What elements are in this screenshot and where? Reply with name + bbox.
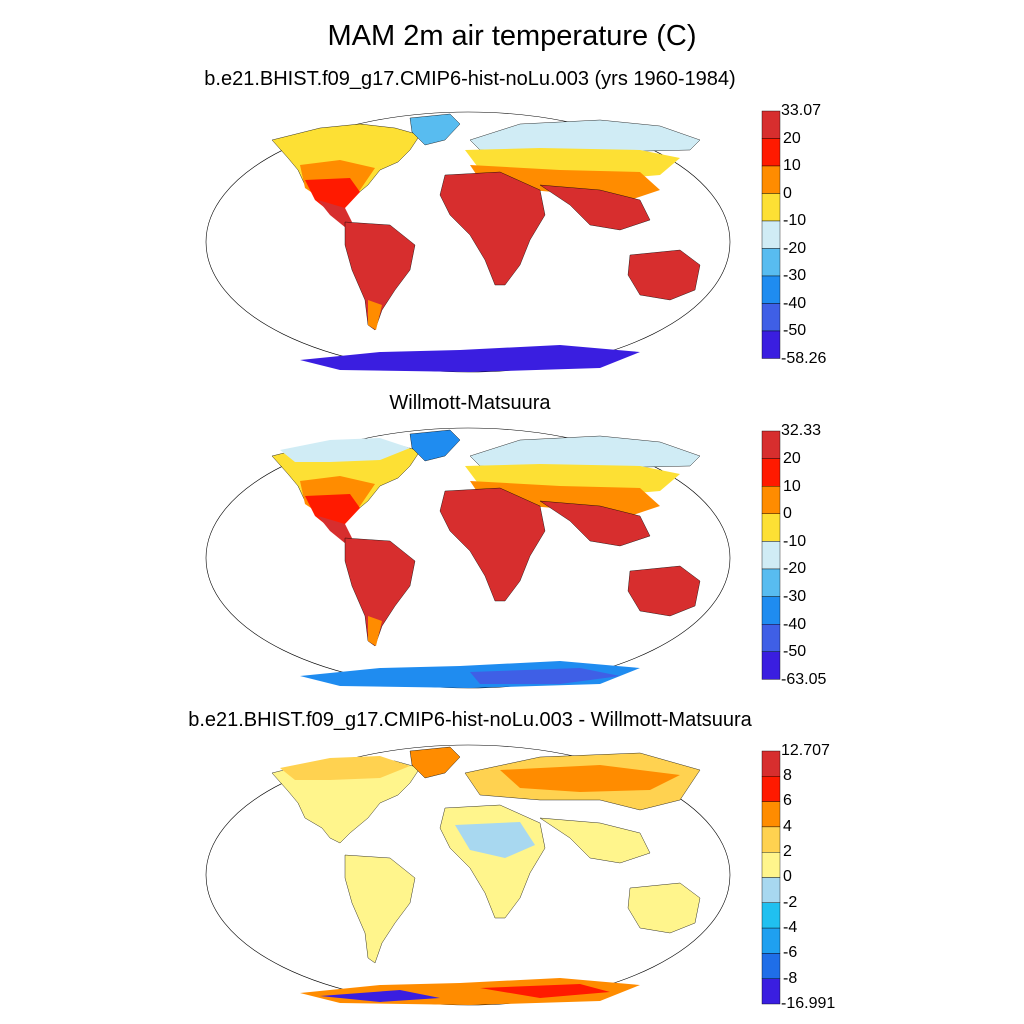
antarctica-warm <box>480 984 610 998</box>
cb2-label: 20 <box>783 450 801 467</box>
australia <box>627 249 701 301</box>
antarctica-interior <box>470 668 620 684</box>
asia-south <box>539 184 651 231</box>
cb1-label: 0 <box>783 185 792 202</box>
cb2-label: -30 <box>783 588 807 605</box>
cb1-label: -10 <box>783 212 807 229</box>
cb2-label: -20 <box>783 560 807 577</box>
canada-north <box>280 756 410 780</box>
south-america <box>344 221 416 331</box>
cb1-label: -20 <box>783 240 807 257</box>
cb3-label: -16.991 <box>781 995 836 1012</box>
cb1-label: 20 <box>783 130 801 147</box>
antarctica <box>300 345 640 372</box>
patagonia <box>368 616 382 646</box>
colorbar-1 <box>761 110 781 359</box>
cb3-label: 4 <box>783 818 792 835</box>
eurasia-south <box>470 165 660 200</box>
greenland <box>409 113 461 146</box>
cb3-label: -6 <box>783 944 798 961</box>
panel-3-map <box>205 744 731 1006</box>
panel-1-title: b.e21.BHIST.f09_g17.CMIP6-hist-noLu.003 … <box>204 68 736 90</box>
cb3-label: -2 <box>783 894 798 911</box>
patagonia <box>368 300 382 330</box>
cb1-label: 10 <box>783 157 801 174</box>
panel-3-title: b.e21.BHIST.f09_g17.CMIP6-hist-noLu.003 … <box>188 709 752 731</box>
cb2-label: 32.33 <box>781 422 822 439</box>
australia <box>627 565 701 617</box>
greenland <box>409 746 461 779</box>
cb3-label: 2 <box>783 843 792 860</box>
cb1-label: -30 <box>783 267 807 284</box>
sahara-cool <box>455 822 535 858</box>
usa-south <box>305 494 360 528</box>
cb3-label: -4 <box>783 919 798 936</box>
canada-north <box>280 438 410 462</box>
main-title: MAM 2m air temperature (C) <box>327 20 697 52</box>
asia-south <box>539 500 651 547</box>
cb2-label: -50 <box>783 643 807 660</box>
cb3-label: 8 <box>783 767 792 784</box>
south-america <box>344 854 416 964</box>
eurasia-south <box>470 481 660 516</box>
cb2-label: 10 <box>783 478 801 495</box>
antarctica-cool <box>320 990 440 1002</box>
south-america <box>344 537 416 647</box>
cb1-label: -58.26 <box>781 350 827 367</box>
central-america <box>318 516 352 544</box>
panel-1-map <box>205 111 731 373</box>
cb2-label: -40 <box>783 616 807 633</box>
cb3-label: 0 <box>783 868 792 885</box>
central-america <box>318 200 352 228</box>
cb1-label: -40 <box>783 295 807 312</box>
cb3-label: 6 <box>783 792 792 809</box>
cb3-label: -8 <box>783 970 798 987</box>
eurasia-warm <box>500 765 680 792</box>
cb1-label: -50 <box>783 322 807 339</box>
cb1-label: 33.07 <box>781 102 822 119</box>
asia-south <box>539 817 651 864</box>
cb2-label: 0 <box>783 505 792 522</box>
colorbar-2 <box>761 430 781 680</box>
africa <box>439 487 546 602</box>
panel-2-map <box>205 427 731 689</box>
usa-south <box>305 178 360 212</box>
panel-2-title: Willmott-Matsuura <box>389 392 551 414</box>
cb2-label: -10 <box>783 533 807 550</box>
cb3-label: 12.707 <box>781 742 830 759</box>
australia <box>627 882 701 934</box>
africa <box>439 171 546 286</box>
greenland <box>409 429 461 462</box>
colorbar-3 <box>761 750 781 1005</box>
cb2-label: -63.05 <box>781 671 827 688</box>
